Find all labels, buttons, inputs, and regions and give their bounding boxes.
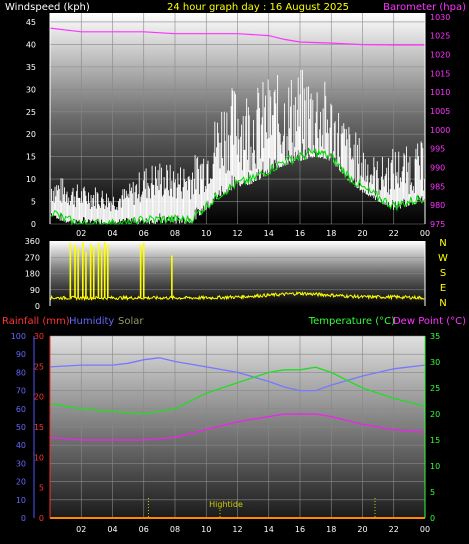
top-left-tick: 35 <box>26 63 36 72</box>
direction-tick: 90 <box>30 286 40 295</box>
temperature-tick: 25 <box>430 384 440 393</box>
humidity-tick: 20 <box>16 478 26 487</box>
temperature-tick: 10 <box>430 462 440 471</box>
top-x-tick: 18 <box>326 229 336 238</box>
top-x-tick: 12 <box>232 229 242 238</box>
top-x-tick: 04 <box>107 229 117 238</box>
rainfall-tick: 25 <box>34 362 44 371</box>
top-right-tick: 980 <box>430 201 445 210</box>
bottom-x-tick: 00 <box>420 525 430 534</box>
top-left-tick: 40 <box>26 40 36 49</box>
graph-title: 24 hour graph day : 16 August 2025 <box>167 2 349 13</box>
top-left-tick: 30 <box>26 85 36 94</box>
rainfall-tick: 10 <box>34 453 44 462</box>
rainfall-label: Rainfall (mm) <box>2 316 70 327</box>
humidity-tick: 60 <box>16 405 26 414</box>
humidity-tick: 100 <box>11 332 26 341</box>
top-x-tick: 16 <box>295 229 305 238</box>
bottom-x-tick: 10 <box>201 525 211 534</box>
temperature-tick: 0 <box>430 514 435 523</box>
humidity-tick: 50 <box>16 423 26 432</box>
compass-label: N <box>439 298 446 309</box>
temperature-tick: 15 <box>430 436 440 445</box>
top-x-tick: 20 <box>357 229 367 238</box>
humidity-tick: 90 <box>16 350 26 359</box>
bottom-x-tick: 22 <box>389 525 399 534</box>
hightide-label: Hightide <box>209 500 243 509</box>
compass-label: S <box>440 268 446 279</box>
temperature-label: Temperature (°C) <box>308 316 395 327</box>
temperature-tick: 30 <box>430 358 440 367</box>
temperature-tick: 20 <box>430 410 440 419</box>
solar-label: Solar <box>118 316 144 327</box>
rainfall-tick: 0 <box>39 514 44 523</box>
bottom-x-tick: 20 <box>357 525 367 534</box>
top-x-tick: 06 <box>139 229 149 238</box>
bottom-x-tick: 02 <box>76 525 86 534</box>
bottom-x-tick: 16 <box>295 525 305 534</box>
bottom-x-tick: 04 <box>107 525 117 534</box>
dewpoint-label: Dew Point (°C) <box>393 316 466 327</box>
direction-tick: 0 <box>35 302 40 311</box>
top-x-tick: 14 <box>264 229 274 238</box>
barometer-label: Barometer (hpa) <box>383 2 466 13</box>
humidity-tick: 30 <box>16 459 26 468</box>
humidity-tick: 40 <box>16 441 26 450</box>
direction-tick: 270 <box>25 253 40 262</box>
top-left-tick: 10 <box>26 175 36 184</box>
top-left-tick: 15 <box>26 153 36 162</box>
top-x-tick: 08 <box>170 229 180 238</box>
windspeed-label: Windspeed (kph) <box>5 2 90 13</box>
temperature-tick: 5 <box>430 488 435 497</box>
top-left-tick: 25 <box>26 108 36 117</box>
top-right-tick: 1010 <box>430 88 450 97</box>
bottom-x-tick: 18 <box>326 525 336 534</box>
humidity-tick: 0 <box>21 514 26 523</box>
temperature-line <box>49 366 426 415</box>
humidity-label: Humidity <box>69 316 114 327</box>
bottom-x-tick: 08 <box>170 525 180 534</box>
top-x-tick: 02 <box>76 229 86 238</box>
top-right-tick: 985 <box>430 182 445 191</box>
top-x-tick: 22 <box>389 229 399 238</box>
humidity-tick: 70 <box>16 387 26 396</box>
top-left-tick: 20 <box>26 130 36 139</box>
top-right-tick: 990 <box>430 163 445 172</box>
barometer-line <box>49 27 425 46</box>
compass-label: W <box>438 253 448 264</box>
top-right-tick: 995 <box>430 145 445 154</box>
compass-label: N <box>439 238 446 249</box>
top-x-tick: 10 <box>201 229 211 238</box>
dewpoint-line <box>49 413 426 441</box>
humidity-line <box>49 357 426 392</box>
top-right-tick: 1015 <box>430 69 450 78</box>
rainfall-tick: 15 <box>34 423 44 432</box>
rainfall-tick: 5 <box>39 484 44 493</box>
bottom-x-tick: 14 <box>264 525 274 534</box>
top-left-tick: 5 <box>31 198 36 207</box>
avg-wind-line <box>49 148 424 226</box>
top-right-tick: 1020 <box>430 50 450 59</box>
top-x-tick: 00 <box>420 229 430 238</box>
humidity-tick: 10 <box>16 496 26 505</box>
direction-tick: 360 <box>25 237 40 246</box>
humidity-tick: 80 <box>16 368 26 377</box>
temperature-tick: 35 <box>430 332 440 341</box>
direction-tick: 180 <box>25 270 40 279</box>
top-left-tick: 0 <box>31 220 36 229</box>
top-right-tick: 1025 <box>430 32 450 41</box>
top-right-tick: 975 <box>430 220 445 229</box>
bottom-x-tick: 12 <box>232 525 242 534</box>
top-left-tick: 45 <box>26 18 36 27</box>
rainfall-tick: 20 <box>34 393 44 402</box>
rainfall-tick: 30 <box>34 332 44 341</box>
top-right-tick: 1005 <box>430 107 450 116</box>
compass-label: E <box>440 283 446 294</box>
top-right-tick: 1000 <box>430 126 450 135</box>
direction-trace <box>50 291 425 302</box>
bottom-x-tick: 06 <box>139 525 149 534</box>
top-right-tick: 1030 <box>430 13 450 22</box>
